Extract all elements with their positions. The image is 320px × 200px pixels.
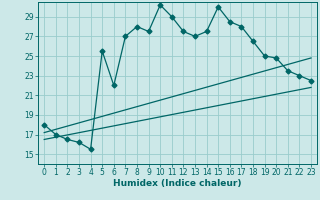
X-axis label: Humidex (Indice chaleur): Humidex (Indice chaleur) bbox=[113, 179, 242, 188]
